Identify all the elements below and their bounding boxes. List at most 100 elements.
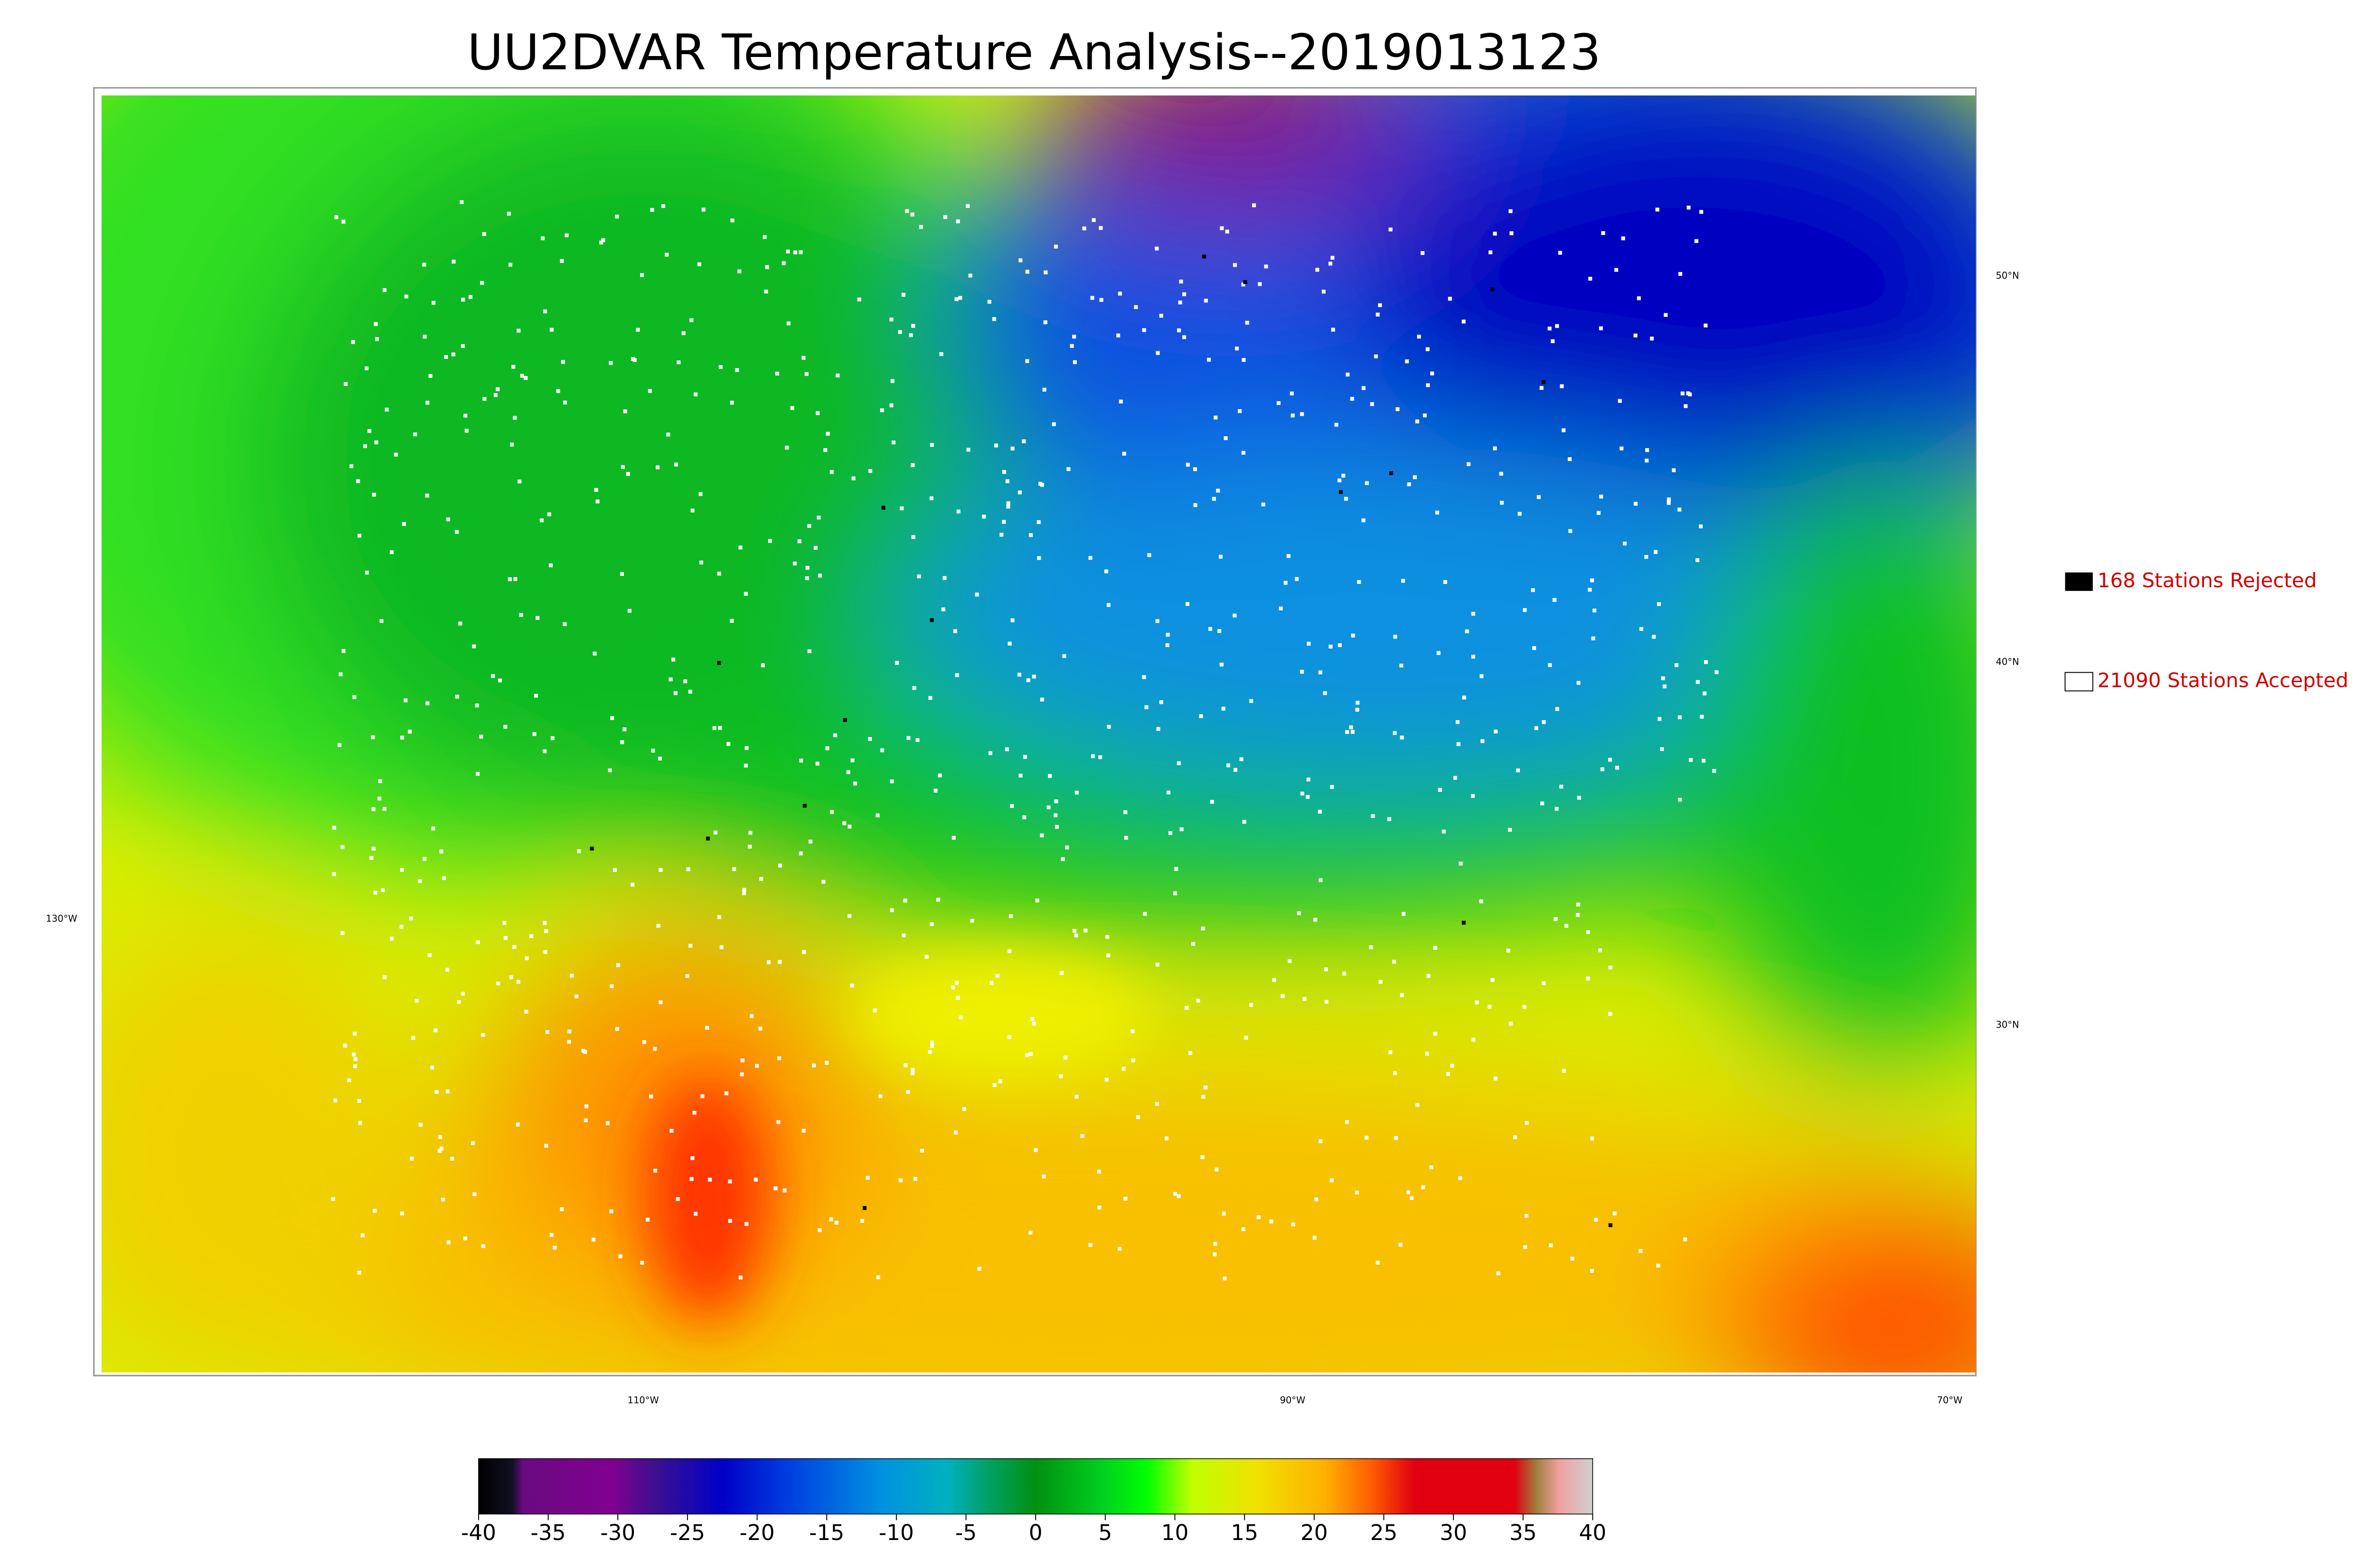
station-marker bbox=[1425, 1052, 1429, 1056]
station-marker bbox=[1196, 998, 1200, 1003]
station-marker bbox=[669, 1128, 674, 1133]
station-marker bbox=[755, 1064, 759, 1068]
station-marker bbox=[1177, 328, 1181, 332]
station-marker bbox=[951, 836, 956, 840]
station-marker bbox=[1479, 899, 1483, 903]
station-marker bbox=[1395, 407, 1400, 412]
colorbar-tick-label: 10 bbox=[1161, 1520, 1189, 1545]
station-marker bbox=[1555, 707, 1559, 711]
station-marker bbox=[825, 746, 829, 751]
station-marker bbox=[1201, 926, 1205, 931]
station-marker bbox=[1443, 580, 1447, 584]
station-marker bbox=[1678, 798, 1682, 802]
station-marker bbox=[1073, 929, 1077, 933]
station-marker bbox=[409, 916, 413, 920]
station-marker bbox=[1370, 402, 1374, 406]
station-marker bbox=[970, 919, 974, 923]
station-marker bbox=[1124, 836, 1128, 840]
station-marker bbox=[1421, 1185, 1425, 1189]
station-marker bbox=[1699, 210, 1704, 214]
station-marker bbox=[1645, 459, 1649, 463]
station-marker bbox=[898, 330, 902, 334]
station-marker bbox=[1036, 520, 1041, 524]
station-marker bbox=[1479, 674, 1484, 678]
station-marker bbox=[1186, 462, 1190, 467]
station-marker bbox=[341, 219, 346, 224]
station-marker bbox=[1241, 1227, 1245, 1231]
station-marker bbox=[1388, 1050, 1393, 1054]
station-marker bbox=[349, 464, 354, 469]
station-marker bbox=[977, 1267, 981, 1271]
station-marker bbox=[536, 616, 540, 620]
station-marker bbox=[534, 694, 538, 698]
station-marker bbox=[1361, 518, 1366, 523]
station-marker bbox=[764, 290, 768, 294]
station-marker bbox=[1361, 386, 1366, 390]
station-marker bbox=[1426, 974, 1431, 978]
station-marker bbox=[700, 1094, 705, 1099]
station-marker bbox=[694, 392, 698, 396]
station-marker bbox=[1043, 320, 1047, 325]
station-marker bbox=[1179, 827, 1184, 831]
station-marker bbox=[848, 825, 852, 829]
station-marker bbox=[525, 956, 529, 960]
station-marker bbox=[928, 696, 933, 700]
station-marker bbox=[431, 826, 435, 831]
station-marker bbox=[378, 779, 382, 783]
station-marker bbox=[1365, 1136, 1369, 1140]
station-marker bbox=[1375, 312, 1380, 317]
station-marker bbox=[583, 1050, 587, 1054]
station-marker bbox=[599, 240, 603, 244]
station-marker bbox=[1318, 670, 1322, 675]
station-marker bbox=[1156, 351, 1160, 355]
station-marker bbox=[988, 751, 992, 755]
station-marker bbox=[1234, 768, 1238, 772]
station-marker bbox=[826, 432, 830, 436]
station-marker bbox=[1493, 446, 1497, 451]
station-marker bbox=[904, 1063, 908, 1068]
station-marker bbox=[1471, 655, 1475, 659]
station-marker bbox=[1430, 371, 1434, 376]
station-marker bbox=[1037, 556, 1041, 560]
station-marker bbox=[510, 442, 514, 447]
station-marker bbox=[726, 742, 731, 746]
station-marker bbox=[890, 908, 894, 912]
station-marker bbox=[901, 292, 905, 297]
station-marker bbox=[1272, 978, 1276, 982]
station-marker bbox=[439, 849, 443, 854]
station-marker bbox=[390, 550, 394, 554]
station-marker bbox=[1088, 1243, 1093, 1247]
colorbar-tick-label: 40 bbox=[1579, 1520, 1607, 1545]
station-marker bbox=[1656, 1264, 1660, 1268]
station-marker bbox=[1048, 774, 1052, 778]
station-marker bbox=[1375, 1260, 1380, 1265]
station-marker bbox=[1548, 663, 1552, 667]
station-marker bbox=[1493, 1076, 1498, 1080]
station-marker bbox=[1608, 758, 1612, 762]
station-marker bbox=[520, 374, 524, 378]
station-marker bbox=[1319, 1139, 1323, 1144]
station-marker bbox=[876, 1275, 880, 1279]
station-marker bbox=[661, 204, 666, 208]
station-marker bbox=[742, 888, 746, 892]
station-marker bbox=[1661, 676, 1665, 680]
station-marker bbox=[1522, 1005, 1526, 1009]
station-marker bbox=[1448, 297, 1452, 301]
station-marker bbox=[1104, 569, 1109, 573]
station-marker bbox=[627, 609, 631, 613]
colorbar bbox=[478, 1458, 1593, 1515]
station-marker bbox=[1046, 805, 1051, 809]
station-marker bbox=[1338, 478, 1342, 483]
station-marker bbox=[1306, 777, 1310, 782]
station-marker bbox=[730, 401, 734, 405]
station-marker bbox=[873, 1008, 877, 1013]
station-marker bbox=[1264, 264, 1268, 269]
station-marker bbox=[1586, 930, 1590, 934]
station-marker bbox=[1173, 891, 1178, 895]
station-marker bbox=[1025, 1053, 1029, 1057]
station-marker bbox=[608, 768, 612, 772]
station-marker bbox=[659, 1000, 663, 1005]
station-marker bbox=[339, 672, 343, 676]
station-marker bbox=[1667, 501, 1671, 505]
station-marker bbox=[998, 1079, 1002, 1083]
